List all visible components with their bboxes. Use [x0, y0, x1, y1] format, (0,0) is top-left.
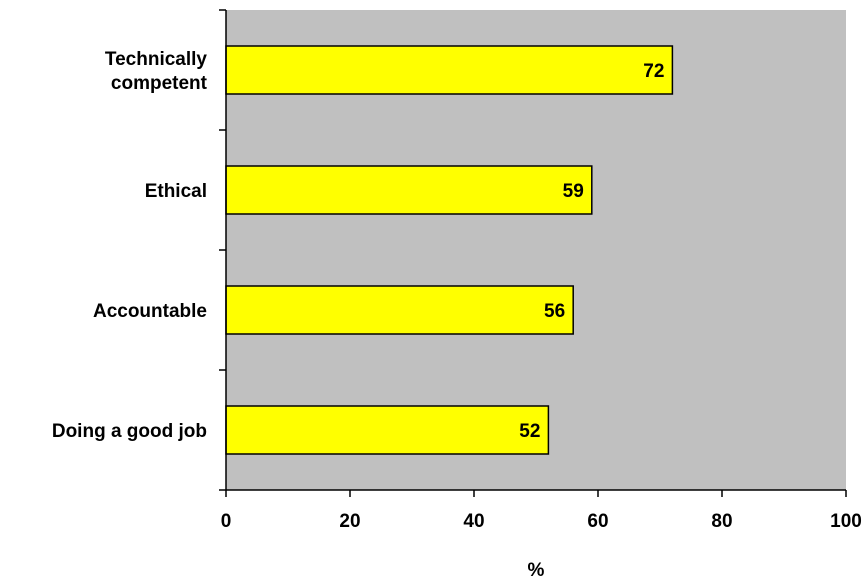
category-label-line: Ethical [145, 181, 207, 202]
bar [225, 45, 674, 95]
category-label: Ethical [145, 181, 207, 202]
category-label: Accountable [93, 301, 207, 322]
bar [225, 405, 550, 455]
y-ticks-group [219, 9, 226, 491]
category-label-line: competent [111, 73, 208, 94]
bars-group [225, 45, 674, 455]
category-label: Doing a good job [52, 421, 207, 442]
data-label: 52 [519, 421, 540, 442]
data-label: 56 [544, 301, 565, 322]
x-tick-label: 60 [587, 511, 608, 532]
data-label: 59 [563, 181, 584, 202]
category-labels-group: Technically competent Ethical Accountable Do… [52, 49, 208, 442]
category-label: Technically competent [105, 49, 208, 94]
bar [225, 165, 593, 215]
bar [225, 285, 574, 335]
x-ticks-group: 0 20 40 60 80 100 [221, 490, 862, 532]
category-label-line: Technically [105, 49, 208, 70]
x-tick-label: 40 [463, 511, 484, 532]
x-tick-label: 20 [339, 511, 360, 532]
data-label: 72 [643, 61, 664, 82]
x-tick-label: 80 [711, 511, 732, 532]
category-label-line: Accountable [93, 301, 207, 322]
value-labels-group: 72 59 56 52 [519, 61, 664, 442]
category-label-line: Doing a good job [52, 421, 207, 442]
x-axis-title: % [528, 560, 545, 581]
x-tick-label: 100 [830, 511, 862, 532]
x-tick-label: 0 [221, 511, 232, 532]
